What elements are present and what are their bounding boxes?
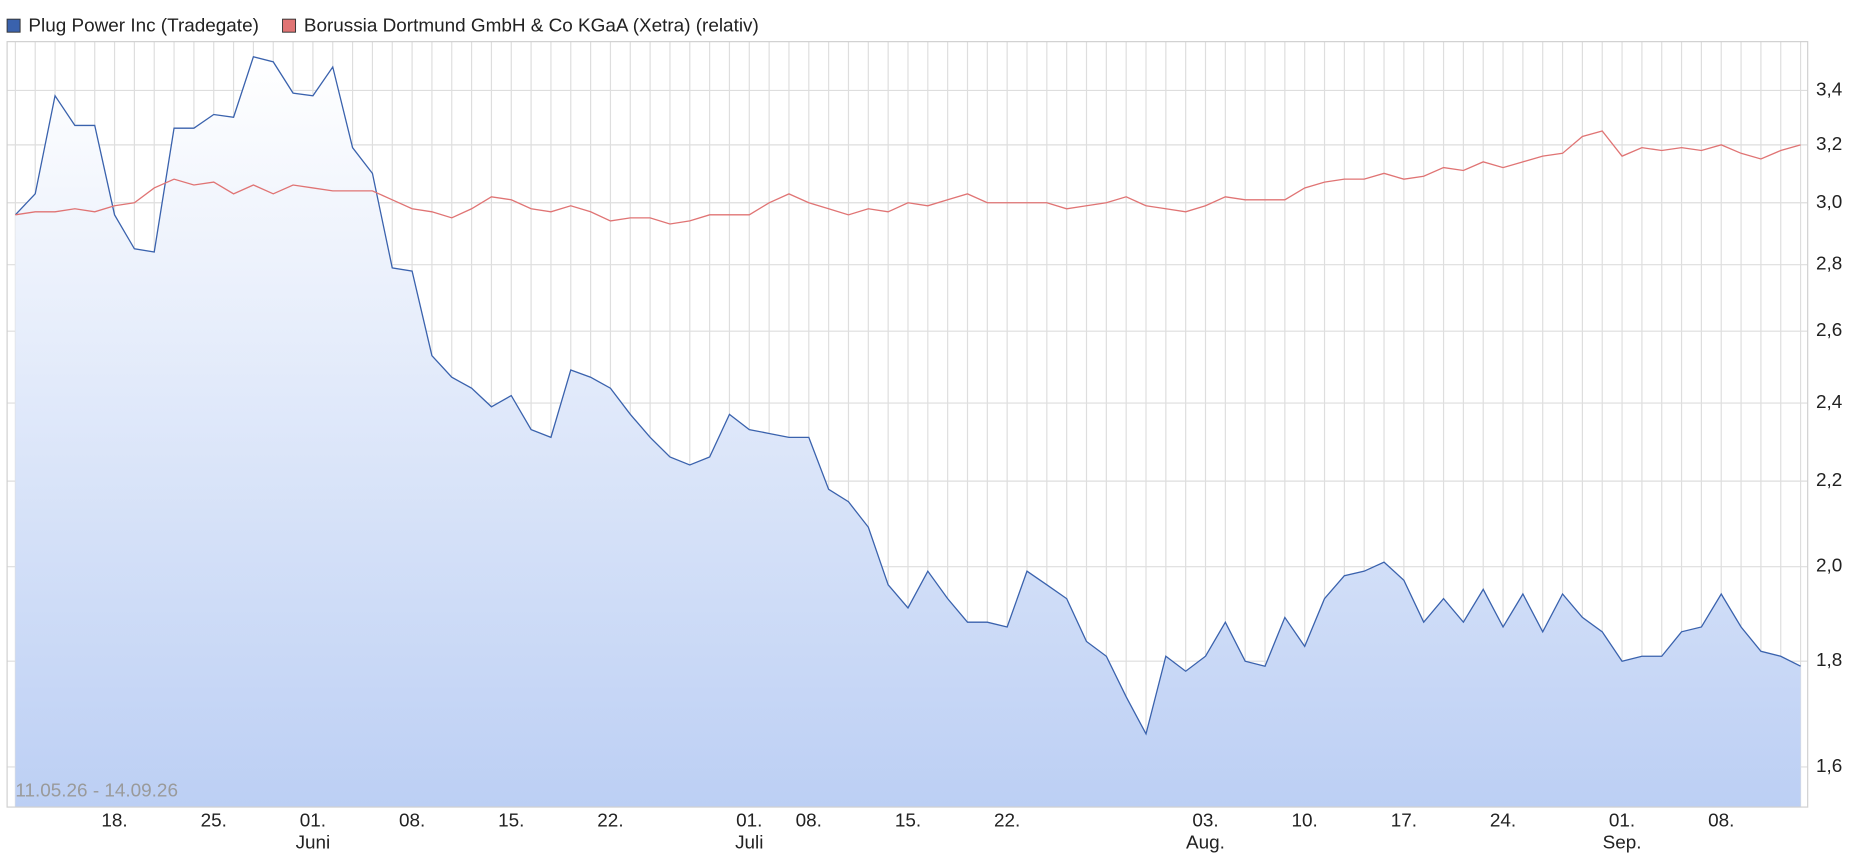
y-tick-label: 2,6 bbox=[1816, 320, 1842, 341]
x-tick-label: 10. bbox=[1292, 810, 1318, 831]
legend-label: Borussia Dortmund GmbH & Co KGaA (Xetra)… bbox=[304, 15, 759, 36]
x-month-label: Juli bbox=[735, 833, 763, 854]
x-tick-label: 24. bbox=[1490, 810, 1516, 831]
x-tick-label: 08. bbox=[796, 810, 822, 831]
marks bbox=[14, 55, 1801, 808]
x-tick-label: 08. bbox=[1708, 810, 1734, 831]
x-tick-label: 25. bbox=[201, 810, 227, 831]
y-tick-label: 2,0 bbox=[1816, 556, 1842, 577]
plot-frame bbox=[6, 41, 1809, 808]
y-tick-label: 2,4 bbox=[1816, 392, 1842, 413]
x-tick-label: 22. bbox=[994, 810, 1020, 831]
x-month-label: Sep. bbox=[1603, 833, 1642, 854]
y-tick-label: 2,8 bbox=[1816, 254, 1842, 275]
y-tick-label: 3,0 bbox=[1816, 192, 1842, 213]
series-line bbox=[14, 55, 1801, 736]
y-tick-label: 1,8 bbox=[1816, 650, 1842, 671]
x-tick-label: 01. bbox=[300, 810, 326, 831]
y-tick-label: 1,6 bbox=[1816, 756, 1842, 777]
legend-swatch bbox=[6, 18, 21, 33]
x-month-label: Aug. bbox=[1186, 833, 1225, 854]
labels: 1,61,82,02,22,42,62,83,03,23,418. 25. 01.J… bbox=[6, 15, 1842, 854]
x-month-label: Juni bbox=[296, 833, 331, 854]
x-tick-label: 15. bbox=[498, 810, 524, 831]
x-tick-label: 22. bbox=[597, 810, 623, 831]
x-tick-label: 15. bbox=[895, 810, 921, 831]
x-tick-label: 18. bbox=[101, 810, 127, 831]
date-range: 11.05.26 - 14.09.26 bbox=[15, 781, 178, 802]
y-tick-label: 2,2 bbox=[1816, 470, 1842, 491]
legend-label: Plug Power Inc (Tradegate) bbox=[28, 15, 258, 36]
x-tick-label: 03. bbox=[1192, 810, 1218, 831]
x-tick-label: 08. bbox=[399, 810, 425, 831]
y-tick-label: 3,2 bbox=[1816, 134, 1842, 155]
y-tick-label: 3,4 bbox=[1816, 79, 1842, 100]
area-fill bbox=[15, 56, 1801, 808]
x-tick-label: 17. bbox=[1391, 810, 1417, 831]
x-tick-label: 01. bbox=[736, 810, 762, 831]
series-line bbox=[15, 130, 1801, 225]
legend-swatch bbox=[282, 18, 297, 33]
x-tick-label: 01. bbox=[1609, 810, 1635, 831]
